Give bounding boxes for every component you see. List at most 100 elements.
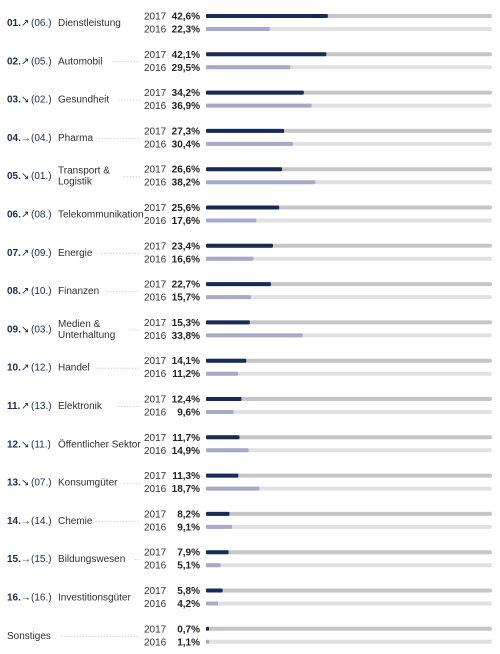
bar-2016 [206,524,233,529]
bar-track-2017 [206,358,492,363]
year-label-2017: 2017 [144,126,167,137]
year-label-2017: 2017 [144,624,167,635]
bar-track-2016 [206,295,492,300]
previous-rank-label: (14.) [31,516,52,527]
bar-2016 [206,180,316,185]
trend-arrow-icon: → [21,554,31,565]
rank-label: 11. [7,401,21,412]
value-label-2017: 11,7% [172,433,200,444]
year-label-2016: 2016 [144,408,167,419]
bar-2016 [206,486,260,491]
bar-2016 [206,218,257,223]
value-label-2016: 18,7% [172,484,200,495]
bar-track-2017 [206,243,492,248]
year-label-2016: 2016 [144,637,167,648]
bar-2017 [206,320,250,325]
rank-label: 07. [7,248,21,259]
value-label-2017: 42,6% [172,12,200,23]
year-label-2017: 2017 [144,12,167,23]
category-label: Konsumgüter [58,478,118,489]
bar-track-2016 [206,524,492,529]
value-label-2016: 38,2% [172,178,200,189]
value-label-2016: 17,6% [172,216,200,227]
bar-2016 [206,141,293,146]
year-label-2016: 2016 [144,254,167,265]
value-label-2017: 14,1% [172,356,200,367]
year-label-2017: 2017 [144,509,167,520]
previous-rank-label: (11.) [31,439,51,450]
rank-label: 01. [7,18,21,29]
trend-arrow-icon: ↗ [21,210,29,221]
year-label-2016: 2016 [144,216,167,227]
value-label-2017: 0,7% [177,624,200,635]
value-label-2017: 26,6% [172,165,200,176]
rank-label: 15. [7,554,21,565]
bar-track-2017 [206,473,492,478]
year-label-2017: 2017 [144,203,167,214]
previous-rank-label: (06.) [31,18,52,29]
previous-rank-label: (02.) [31,95,52,106]
bar-2016 [206,27,270,31]
trend-arrow-icon: ↘ [21,478,29,489]
category-label: Transport & [58,166,110,177]
category-label: Telekommunikation [58,210,144,221]
value-label-2017: 25,6% [172,203,200,214]
year-label-2017: 2017 [144,395,167,406]
trend-arrow-icon: → [21,133,31,144]
trend-arrow-icon: ↗ [21,18,29,29]
category-label: Sonstiges [7,631,51,642]
bar-2016 [206,65,291,70]
trend-arrow-icon: ↘ [21,324,29,335]
year-label-2017: 2017 [144,241,167,252]
bar-2017 [206,358,247,363]
value-label-2016: 9,1% [177,522,200,533]
trend-arrow-icon: ↗ [21,401,29,412]
value-label-2016: 16,6% [172,254,200,265]
category-label: Automobil [58,56,102,67]
bar-track-2016 [206,639,492,644]
trend-arrow-icon: → [21,593,31,604]
bar-track-2016 [206,410,492,414]
trend-arrow-icon: ↘ [21,439,29,450]
value-label-2016: 1,1% [177,637,200,648]
previous-rank-label: (07.) [31,478,52,489]
bar-2017 [206,205,280,210]
bar-2017 [206,243,273,248]
value-label-2017: 7,9% [177,548,200,559]
bar-2017 [206,473,239,478]
category-label: Investitionsgüter [58,593,131,604]
value-label-2017: 5,8% [177,586,200,597]
bar-2017 [206,128,285,133]
year-label-2017: 2017 [144,88,167,99]
bar-track-2017 [206,397,492,401]
rank-label: 08. [7,286,21,297]
bar-2016 [206,601,219,606]
previous-rank-label: (13.) [31,401,52,412]
value-label-2016: 36,9% [172,101,200,112]
year-label-2017: 2017 [144,548,167,559]
value-label-2016: 29,5% [172,63,200,74]
bar-track-2017 [206,588,492,593]
bar-track-2016 [206,486,492,491]
trend-arrow-icon: ↘ [21,95,29,106]
trend-arrow-icon: ↗ [21,286,29,297]
category-label: Finanzen [58,286,99,297]
bar-track-2016 [206,256,492,261]
year-label-2016: 2016 [144,331,167,342]
trend-arrow-icon: ↗ [21,363,29,374]
category-label: Elektronik [58,401,103,412]
previous-rank-label: (16.) [31,593,52,604]
bar-2016 [206,333,303,338]
bar-2017 [206,588,223,593]
value-label-2016: 30,4% [172,139,200,150]
trend-arrow-icon: ↘ [21,171,29,182]
year-label-2017: 2017 [144,280,167,291]
year-label-2017: 2017 [144,50,167,61]
bar-2017 [206,14,328,18]
bar-2017 [206,626,209,631]
previous-rank-label: (15.) [31,554,52,565]
bar-2017 [206,90,304,95]
year-label-2017: 2017 [144,586,167,597]
category-label: Logistik [58,177,93,188]
year-label-2017: 2017 [144,433,167,444]
